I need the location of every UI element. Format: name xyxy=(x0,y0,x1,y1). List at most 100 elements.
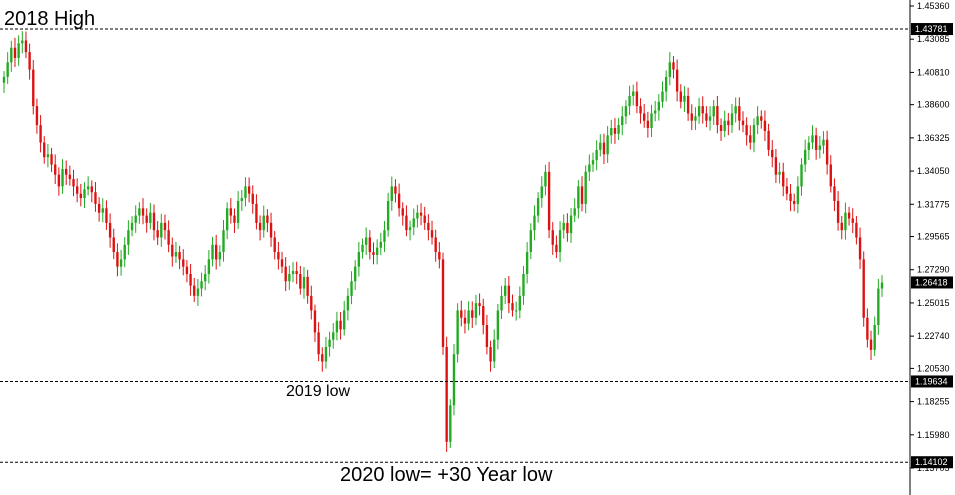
candle xyxy=(222,219,225,262)
candle-body xyxy=(229,208,233,216)
candle-body xyxy=(738,106,741,121)
candle-body xyxy=(383,230,386,242)
candle xyxy=(207,249,211,284)
candle xyxy=(493,329,496,369)
candle-body xyxy=(690,113,693,121)
candle xyxy=(734,97,737,123)
candle-body xyxy=(317,332,320,355)
candle-body xyxy=(361,244,364,253)
candle xyxy=(712,99,715,125)
candle-body xyxy=(540,186,543,199)
candle xyxy=(240,189,243,211)
candle-body xyxy=(97,203,101,213)
candle xyxy=(57,167,61,196)
candle xyxy=(496,303,500,350)
candle-body xyxy=(562,222,565,231)
candle-body xyxy=(39,125,42,143)
candle xyxy=(536,192,540,223)
candle-body xyxy=(222,230,225,253)
candle-body xyxy=(171,244,174,257)
candle xyxy=(606,126,609,163)
candle-body xyxy=(712,106,715,117)
candle-body xyxy=(741,120,745,126)
candle xyxy=(793,193,796,212)
candle xyxy=(313,304,317,342)
candle xyxy=(24,31,28,59)
candle-body xyxy=(441,259,445,347)
candle-body xyxy=(847,212,851,219)
candle xyxy=(441,252,445,355)
candle-body xyxy=(427,222,430,231)
candle xyxy=(796,176,800,214)
candle xyxy=(39,115,42,153)
candle xyxy=(858,227,862,269)
candle xyxy=(760,110,763,129)
candle xyxy=(628,85,631,116)
candle-body xyxy=(273,237,276,253)
candle-body xyxy=(522,273,525,296)
candle-body xyxy=(101,208,104,213)
candle-body xyxy=(10,47,13,63)
candle-body xyxy=(167,230,170,245)
candle-body xyxy=(825,139,829,165)
candle-body xyxy=(343,310,346,330)
candle xyxy=(61,159,64,194)
candle xyxy=(408,220,412,241)
candle-body xyxy=(694,116,697,121)
candle xyxy=(108,213,112,248)
price-marker-bg xyxy=(911,23,953,36)
candle xyxy=(138,202,141,224)
candle xyxy=(182,249,185,276)
annotation-2018-high: 2018 High xyxy=(4,8,96,30)
candle-body xyxy=(544,171,547,187)
annotation-2020-low: 2020 low= +30 Year low xyxy=(340,464,553,486)
candle xyxy=(449,399,452,448)
candle-body xyxy=(236,200,240,223)
candle-body xyxy=(225,208,229,231)
candle-body xyxy=(416,212,419,219)
candle xyxy=(218,245,222,267)
candle xyxy=(361,238,364,259)
candle xyxy=(533,205,536,241)
candle-body xyxy=(112,237,115,253)
candle xyxy=(661,81,664,108)
axis-tick-label: 1.45360 xyxy=(917,1,950,11)
candle-body xyxy=(423,215,426,223)
candle-body xyxy=(24,40,28,53)
candle-body xyxy=(21,40,24,44)
candle xyxy=(251,185,254,214)
candle-body xyxy=(302,276,306,289)
candle-body xyxy=(394,186,397,194)
candle xyxy=(101,198,104,223)
candle xyxy=(617,118,620,140)
candle xyxy=(463,309,467,334)
axis-tick-label: 1.36325 xyxy=(917,133,950,143)
candle-body xyxy=(771,149,774,158)
candle xyxy=(778,162,781,184)
candle xyxy=(306,269,309,304)
candle xyxy=(829,155,832,193)
candle-body xyxy=(679,91,682,102)
candle xyxy=(214,234,218,270)
candle xyxy=(518,286,522,319)
candle-body xyxy=(632,91,635,96)
candle xyxy=(789,184,792,212)
candle xyxy=(379,232,382,256)
candle xyxy=(236,191,240,229)
candle xyxy=(32,60,35,115)
candle xyxy=(229,198,233,224)
candle xyxy=(2,71,6,93)
candle-body xyxy=(277,252,280,260)
candle xyxy=(430,220,434,245)
candle xyxy=(116,243,119,277)
candle xyxy=(97,197,101,222)
candle-body xyxy=(749,135,752,143)
candle-body xyxy=(558,230,562,253)
candle-body xyxy=(683,95,686,102)
candle xyxy=(386,192,390,237)
candle xyxy=(156,221,159,245)
candle xyxy=(683,86,686,112)
candle xyxy=(10,40,13,72)
candle-body xyxy=(734,106,737,114)
axis-tick-label: 1.29565 xyxy=(917,232,950,242)
